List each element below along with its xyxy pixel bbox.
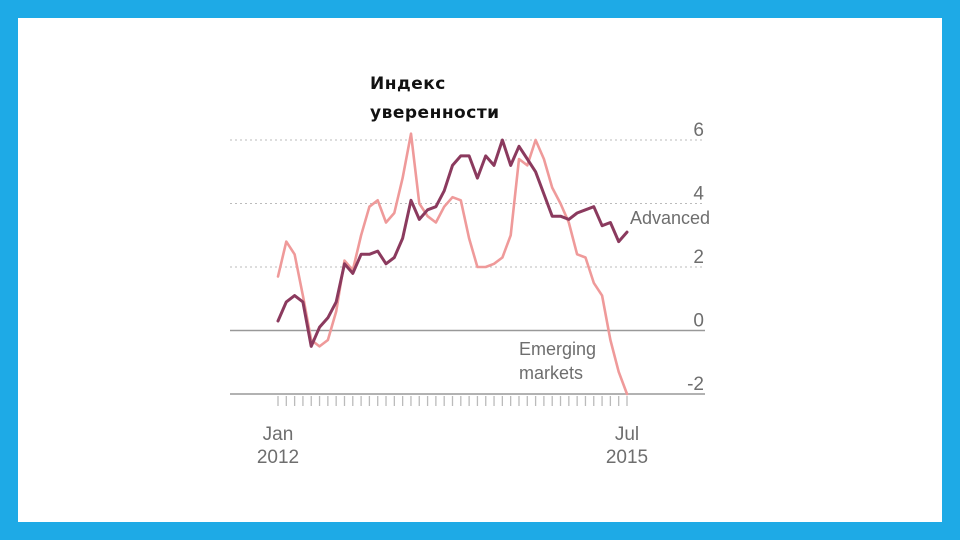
chart-title-line-1: Индекс — [370, 74, 446, 94]
y-tick-label-1: 4 — [693, 184, 704, 205]
x-tick-month-1: Jul — [615, 424, 639, 445]
y-tick-label-2: 2 — [693, 247, 704, 268]
x-tick-year-0: 2012 — [257, 447, 299, 468]
chart-title-line-2: уверенности — [370, 103, 500, 123]
y-tick-label-0: 6 — [693, 120, 704, 141]
slide — [18, 18, 942, 522]
y-tick-label-3: 0 — [693, 311, 704, 332]
series-label-emerging-line-1: Emerging — [519, 339, 596, 359]
x-tick-month-0: Jan — [263, 424, 294, 445]
series-line-advanced — [276, 138, 629, 348]
series-label-emerging-line-2: markets — [519, 363, 583, 383]
series-label-advanced: Advanced — [630, 208, 710, 228]
series-line-emerging — [276, 132, 629, 396]
x-tick-year-1: 2015 — [606, 447, 648, 468]
y-tick-label-4: -2 — [687, 374, 704, 395]
chart-title: Индекс уверенности — [370, 70, 500, 128]
